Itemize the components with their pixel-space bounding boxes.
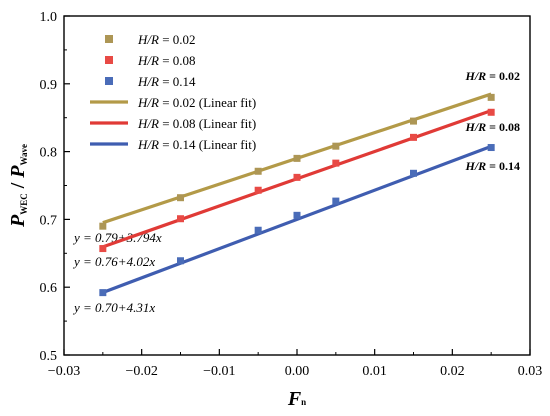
data-point <box>410 117 417 125</box>
series-end-label: H/R = 0.08 <box>464 120 520 134</box>
legend-marker <box>105 35 113 43</box>
legend-label: H/R = 0.02 (Linear fit) <box>137 95 256 110</box>
data-point <box>254 226 262 234</box>
data-point <box>293 173 301 181</box>
data-point <box>410 169 417 177</box>
data-point <box>254 167 262 175</box>
y-axis-label: PWEC / PWave <box>7 144 29 228</box>
data-point <box>177 215 184 223</box>
legend-label: H/R = 0.02 <box>137 32 196 47</box>
data-point <box>177 257 184 265</box>
y-tick-label: 0.9 <box>40 78 58 93</box>
data-point <box>332 197 340 205</box>
y-tick-label: 0.8 <box>40 146 58 161</box>
fit-equation: y = 0.76+4.02x <box>72 254 155 269</box>
legend-label: H/R = 0.14 (Linear fit) <box>137 137 256 152</box>
legend-label: H/R = 0.08 <box>137 53 196 68</box>
data-point <box>99 289 107 297</box>
data-point <box>254 186 262 194</box>
y-tick-label: 0.6 <box>40 281 58 296</box>
series-end-label: H/R = 0.14 <box>464 159 520 173</box>
series-end-label: H/R = 0.02 <box>464 69 520 83</box>
x-tick-label: 0.01 <box>362 364 387 379</box>
data-point <box>410 133 417 141</box>
y-tick-label: 0.5 <box>40 349 58 364</box>
data-point <box>293 154 301 162</box>
data-point <box>487 93 495 101</box>
x-axis-label: Fn <box>287 388 306 410</box>
fit-equation: y = 0.70+4.31x <box>72 300 155 315</box>
data-point <box>293 211 301 219</box>
x-tick-label: −0.01 <box>203 364 235 379</box>
x-tick-label: 0.02 <box>440 364 465 379</box>
fit-line <box>102 144 492 294</box>
legend-label: H/R = 0.08 (Linear fit) <box>137 116 256 131</box>
legend-marker <box>105 56 113 64</box>
x-tick-label: −0.03 <box>48 364 80 379</box>
x-tick-label: 0.03 <box>518 364 543 379</box>
y-tick-label: 1.0 <box>40 10 58 25</box>
data-point <box>332 142 340 150</box>
data-point <box>487 108 495 116</box>
data-point <box>99 245 107 253</box>
data-point <box>177 194 184 202</box>
x-tick-label: 0.00 <box>285 364 310 379</box>
data-point <box>99 222 107 230</box>
y-tick-label: 0.7 <box>40 213 58 228</box>
x-tick-label: −0.02 <box>125 364 157 379</box>
data-point <box>487 144 495 152</box>
data-point <box>332 159 340 167</box>
legend-marker <box>105 77 113 85</box>
legend-label: H/R = 0.14 <box>137 74 196 89</box>
